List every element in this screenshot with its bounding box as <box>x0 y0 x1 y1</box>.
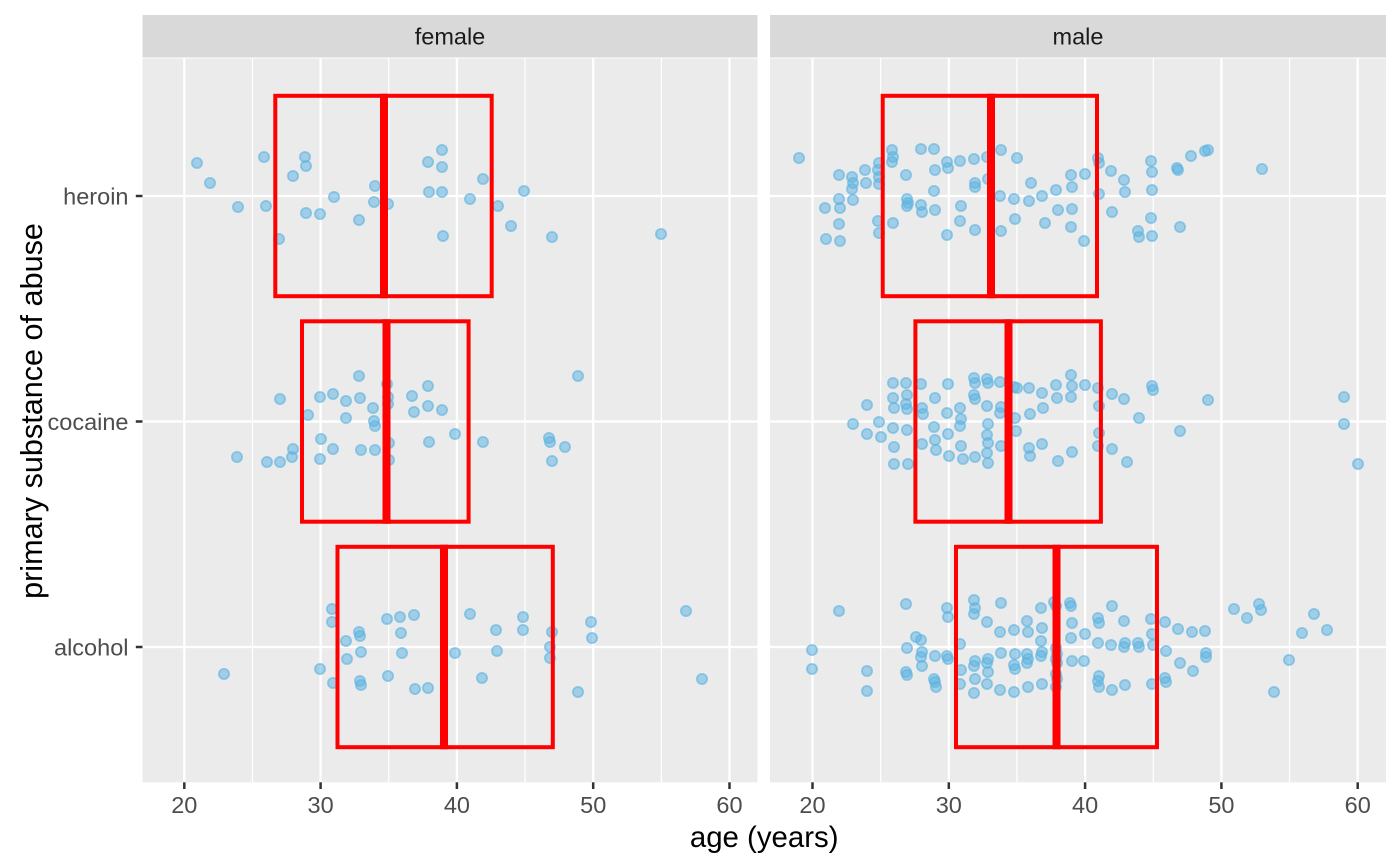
svg-text:60: 60 <box>1345 792 1371 818</box>
svg-text:40: 40 <box>1072 792 1098 818</box>
svg-text:50: 50 <box>1208 792 1234 818</box>
svg-text:40: 40 <box>444 792 470 818</box>
svg-text:20: 20 <box>171 792 197 818</box>
svg-text:primary substance of abuse: primary substance of abuse <box>15 223 49 599</box>
svg-text:20: 20 <box>799 792 825 818</box>
svg-text:age (years): age (years) <box>690 821 839 854</box>
svg-text:heroin: heroin <box>63 183 128 209</box>
svg-text:50: 50 <box>580 792 606 818</box>
svg-text:60: 60 <box>716 792 742 818</box>
svg-text:30: 30 <box>936 792 962 818</box>
svg-text:alcohol: alcohol <box>54 634 128 660</box>
svg-text:male: male <box>1053 24 1104 50</box>
svg-text:30: 30 <box>308 792 334 818</box>
svg-text:cocaine: cocaine <box>48 409 129 435</box>
svg-text:female: female <box>415 24 486 50</box>
